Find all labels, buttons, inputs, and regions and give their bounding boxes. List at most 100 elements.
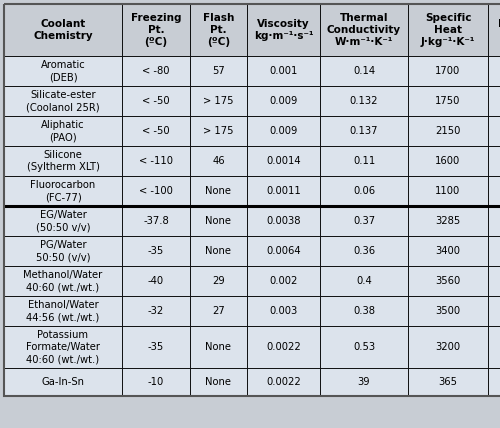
Bar xyxy=(4,266,122,296)
Text: 29: 29 xyxy=(212,276,225,286)
Bar xyxy=(408,86,488,116)
Text: 2150: 2150 xyxy=(436,126,460,136)
Text: PG/Water
50:50 (v/v): PG/Water 50:50 (v/v) xyxy=(36,240,90,262)
Bar xyxy=(4,86,122,116)
Text: > 175: > 175 xyxy=(203,126,234,136)
Bar xyxy=(320,206,408,236)
Bar xyxy=(320,4,408,56)
Bar xyxy=(247,56,320,86)
Bar xyxy=(488,4,500,56)
Bar xyxy=(247,296,320,326)
Bar xyxy=(247,266,320,296)
Text: 0.0064: 0.0064 xyxy=(266,246,301,256)
Bar xyxy=(488,326,500,368)
Bar xyxy=(190,116,247,146)
Bar xyxy=(4,326,122,368)
Text: 0.0011: 0.0011 xyxy=(266,186,301,196)
Text: -32: -32 xyxy=(148,306,164,316)
Text: Freezing
Pt.
(ºC): Freezing Pt. (ºC) xyxy=(131,12,181,48)
Bar xyxy=(190,86,247,116)
Text: -37.8: -37.8 xyxy=(143,216,169,226)
Bar xyxy=(122,326,190,368)
Bar xyxy=(4,206,122,236)
Text: None: None xyxy=(206,342,232,352)
Bar xyxy=(190,296,247,326)
Text: 0.132: 0.132 xyxy=(350,96,378,106)
Text: None: None xyxy=(206,377,232,387)
Bar xyxy=(247,206,320,236)
Bar xyxy=(190,368,247,396)
Bar xyxy=(4,146,122,176)
Bar xyxy=(488,296,500,326)
Bar xyxy=(488,176,500,206)
Bar xyxy=(122,146,190,176)
Bar xyxy=(408,236,488,266)
Bar xyxy=(320,116,408,146)
Bar xyxy=(122,176,190,206)
Bar xyxy=(488,236,500,266)
Bar xyxy=(408,56,488,86)
Text: 365: 365 xyxy=(438,377,458,387)
Bar xyxy=(190,146,247,176)
Text: 0.0022: 0.0022 xyxy=(266,377,301,387)
Text: 1750: 1750 xyxy=(436,96,460,106)
Text: 1600: 1600 xyxy=(436,156,460,166)
Text: 0.11: 0.11 xyxy=(353,156,375,166)
Bar xyxy=(122,4,190,56)
Text: 0.001: 0.001 xyxy=(270,66,297,76)
Bar xyxy=(122,206,190,236)
Bar xyxy=(408,4,488,56)
Bar xyxy=(4,56,122,86)
Text: EG/Water
(50:50 v/v): EG/Water (50:50 v/v) xyxy=(36,210,90,232)
Text: Specific
Heat
J·kg⁻¹·K⁻¹: Specific Heat J·kg⁻¹·K⁻¹ xyxy=(421,12,475,48)
Bar xyxy=(190,4,247,56)
Text: Aromatic
(DEB): Aromatic (DEB) xyxy=(40,60,86,82)
Text: -35: -35 xyxy=(148,342,164,352)
Text: < -80: < -80 xyxy=(142,66,170,76)
Bar xyxy=(320,86,408,116)
Bar xyxy=(408,368,488,396)
Bar xyxy=(247,176,320,206)
Bar xyxy=(190,56,247,86)
Bar xyxy=(247,86,320,116)
Bar xyxy=(488,56,500,86)
Bar xyxy=(4,116,122,146)
Text: Ga-In-Sn: Ga-In-Sn xyxy=(42,377,84,387)
Text: 0.009: 0.009 xyxy=(270,126,297,136)
Bar xyxy=(247,4,320,56)
Text: < -50: < -50 xyxy=(142,126,170,136)
Bar xyxy=(408,206,488,236)
Bar xyxy=(488,146,500,176)
Text: None: None xyxy=(206,246,232,256)
Text: 1100: 1100 xyxy=(436,186,460,196)
Text: Methanol/Water
40:60 (wt./wt.): Methanol/Water 40:60 (wt./wt.) xyxy=(24,270,102,292)
Bar xyxy=(4,368,122,396)
Text: 0.14: 0.14 xyxy=(353,66,375,76)
Bar xyxy=(488,206,500,236)
Text: 0.0038: 0.0038 xyxy=(266,216,301,226)
Text: 0.002: 0.002 xyxy=(270,276,297,286)
Text: < -100: < -100 xyxy=(139,186,173,196)
Text: 0.38: 0.38 xyxy=(353,306,375,316)
Text: 3500: 3500 xyxy=(436,306,460,316)
Text: 0.003: 0.003 xyxy=(270,306,297,316)
Bar xyxy=(408,296,488,326)
Bar xyxy=(408,176,488,206)
Text: > 175: > 175 xyxy=(203,96,234,106)
Bar xyxy=(247,368,320,396)
Bar xyxy=(408,326,488,368)
Bar xyxy=(488,266,500,296)
Bar xyxy=(122,296,190,326)
Text: Thermal
Conductivity
W·m⁻¹·K⁻¹: Thermal Conductivity W·m⁻¹·K⁻¹ xyxy=(327,12,401,48)
Text: 0.009: 0.009 xyxy=(270,96,297,106)
Text: Viscosity
kg·m⁻¹·s⁻¹: Viscosity kg·m⁻¹·s⁻¹ xyxy=(254,19,313,41)
Text: 3200: 3200 xyxy=(436,342,460,352)
Text: 0.137: 0.137 xyxy=(350,126,378,136)
Text: 0.0014: 0.0014 xyxy=(266,156,301,166)
Bar xyxy=(190,326,247,368)
Bar xyxy=(122,266,190,296)
Text: -40: -40 xyxy=(148,276,164,286)
Text: 0.53: 0.53 xyxy=(353,342,375,352)
Bar xyxy=(488,116,500,146)
Text: 0.06: 0.06 xyxy=(353,186,375,196)
